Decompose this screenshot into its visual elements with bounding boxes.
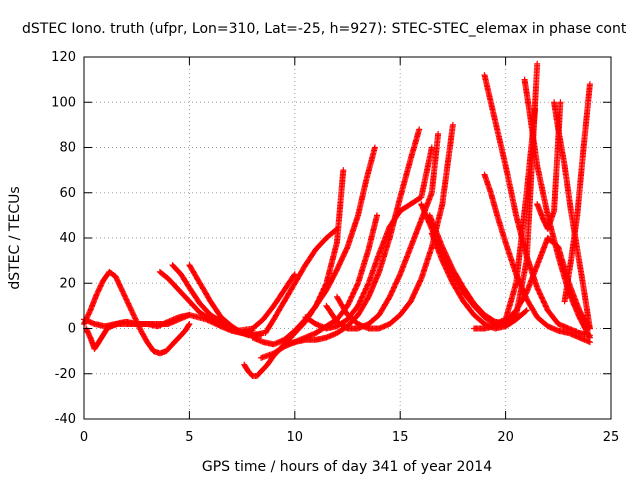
series-15: [323, 130, 442, 332]
y-tick-label: 120: [51, 50, 76, 65]
y-tick-label: -20: [55, 367, 76, 382]
series-15-points: [323, 130, 442, 332]
x-tick-label: 5: [185, 430, 193, 445]
x-tick-label: 0: [80, 430, 88, 445]
y-tick-label: 40: [59, 231, 76, 246]
series-16-points: [334, 121, 456, 332]
y-tick-label: -40: [55, 412, 76, 427]
series-13-points: [234, 271, 298, 334]
tick-labels: 0 5 10 15 20 25 -40 -20 0 20 40 60 80 100 120: [51, 50, 619, 445]
y-tick-label: 80: [59, 141, 76, 156]
x-axis-label: GPS time / hours of day 341 of year 2014: [202, 459, 492, 475]
series-13: [234, 271, 298, 334]
series-20-points: [481, 72, 593, 339]
series-11: [262, 225, 340, 336]
x-tick-label: 15: [392, 430, 409, 445]
y-axis-label: dSTEC / TECUs: [7, 186, 23, 289]
y-tick-label: 20: [59, 276, 76, 291]
series-7-points: [186, 311, 265, 339]
series-26-points: [471, 235, 593, 332]
x-tick-label: 20: [497, 430, 514, 445]
chart-title: dSTEC Iono. truth (ufpr, Lon=310, Lat=-2…: [22, 21, 627, 37]
y-tick-label: 0: [68, 322, 76, 337]
x-tick-label: 10: [287, 430, 304, 445]
series-4-points: [156, 268, 256, 336]
series-20: [481, 72, 593, 339]
y-tick-label: 60: [59, 186, 76, 201]
series-11-points: [262, 225, 340, 336]
series-16: [334, 121, 456, 332]
series-9: [249, 144, 378, 348]
series-26: [471, 235, 593, 332]
series-21-points: [481, 171, 593, 346]
y-tick-label: 100: [51, 95, 76, 110]
series-7: [186, 311, 265, 339]
series-4: [156, 268, 256, 336]
series-21: [481, 171, 593, 346]
x-tick-label: 25: [603, 430, 620, 445]
series-9-points: [249, 144, 378, 348]
data-marks: [81, 60, 593, 379]
axis-ticks: [83, 56, 612, 420]
